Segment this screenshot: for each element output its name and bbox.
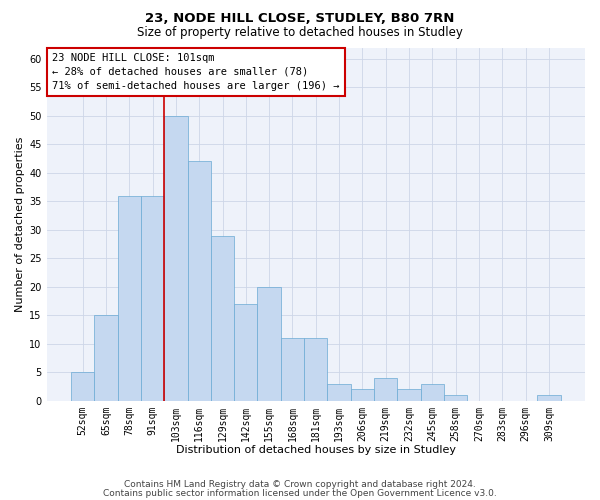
Y-axis label: Number of detached properties: Number of detached properties — [15, 136, 25, 312]
Bar — [281, 338, 304, 400]
Bar — [421, 384, 444, 400]
Bar — [211, 236, 234, 400]
Bar — [71, 372, 94, 400]
Bar — [188, 162, 211, 400]
Bar — [257, 287, 281, 401]
Bar — [304, 338, 328, 400]
Bar — [328, 384, 351, 400]
Bar — [351, 390, 374, 400]
Bar — [141, 196, 164, 400]
Bar — [164, 116, 188, 401]
Text: Contains HM Land Registry data © Crown copyright and database right 2024.: Contains HM Land Registry data © Crown c… — [124, 480, 476, 489]
Text: Contains public sector information licensed under the Open Government Licence v3: Contains public sector information licen… — [103, 489, 497, 498]
Bar — [234, 304, 257, 400]
Bar — [444, 395, 467, 400]
Bar — [397, 390, 421, 400]
Bar — [118, 196, 141, 400]
X-axis label: Distribution of detached houses by size in Studley: Distribution of detached houses by size … — [176, 445, 456, 455]
Text: Size of property relative to detached houses in Studley: Size of property relative to detached ho… — [137, 26, 463, 39]
Bar — [94, 316, 118, 400]
Bar — [374, 378, 397, 400]
Text: 23, NODE HILL CLOSE, STUDLEY, B80 7RN: 23, NODE HILL CLOSE, STUDLEY, B80 7RN — [145, 12, 455, 26]
Text: 23 NODE HILL CLOSE: 101sqm
← 28% of detached houses are smaller (78)
71% of semi: 23 NODE HILL CLOSE: 101sqm ← 28% of deta… — [52, 53, 340, 91]
Bar — [537, 395, 560, 400]
